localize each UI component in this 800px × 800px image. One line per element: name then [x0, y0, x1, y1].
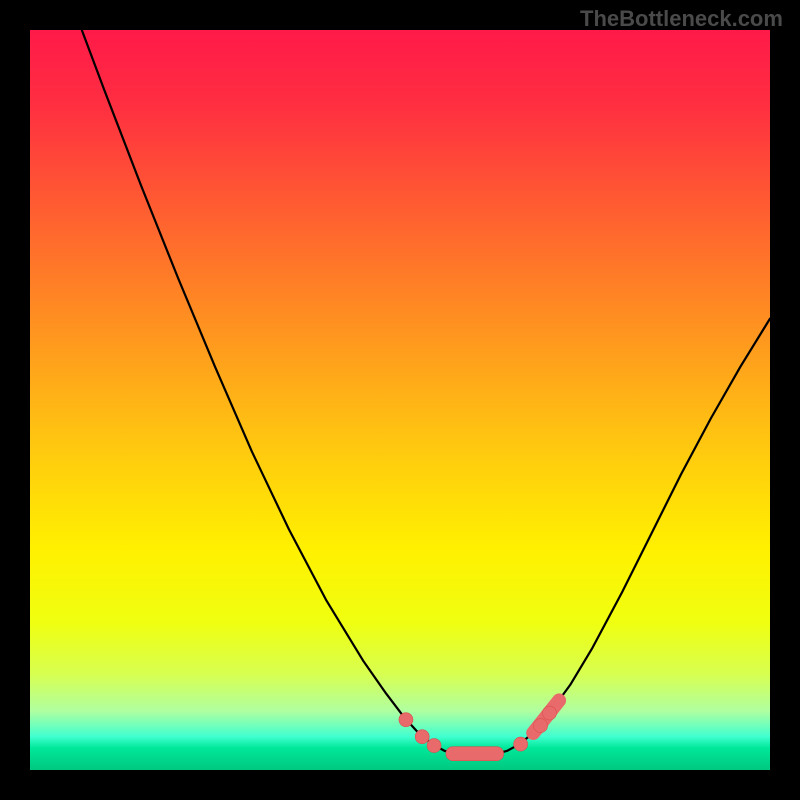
plot-area [30, 30, 770, 770]
watermark-text: TheBottleneck.com [580, 6, 783, 32]
bottleneck-chart [30, 30, 770, 770]
chart-frame: TheBottleneck.com [0, 0, 800, 800]
